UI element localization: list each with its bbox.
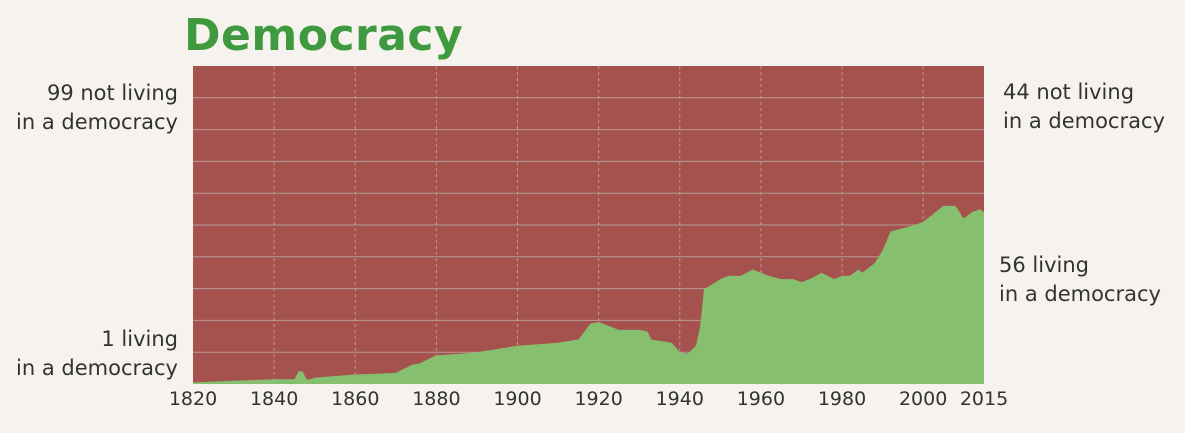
x-tick-label-1860: 1860: [331, 388, 379, 410]
x-tick-label-1880: 1880: [412, 388, 460, 410]
x-tick-label-1980: 1980: [818, 388, 866, 410]
annotation-top-right-line-2: in a democracy: [1003, 109, 1165, 133]
x-tick-label-1840: 1840: [250, 388, 298, 410]
annotation-bottom-left: 1 living in a democracy: [16, 325, 178, 383]
x-tick-label-1820: 1820: [169, 388, 217, 410]
annotation-top-right-line-1: 44 not living: [1003, 80, 1135, 104]
annotation-bottom-left-line-1: 1 living: [101, 327, 178, 351]
x-tick-label-2000: 2000: [899, 388, 947, 410]
chart-title: Democracy: [184, 10, 464, 61]
annotation-top-left-line-1: 99 not living: [46, 81, 178, 105]
annotation-top-left: 99 not living in a democracy: [16, 79, 178, 137]
x-tick-label-2015: 2015: [960, 388, 1008, 410]
x-tick-label-1900: 1900: [493, 388, 541, 410]
annotation-top-left-line-2: in a democracy: [16, 110, 178, 134]
x-tick-label-1920: 1920: [574, 388, 622, 410]
annotation-right-line-1: 56 living: [999, 253, 1089, 277]
annotation-top-right: 44 not living in a democracy: [1003, 78, 1165, 136]
series-living-area: [193, 205, 984, 384]
annotation-bottom-left-line-2: in a democracy: [16, 356, 178, 380]
annotation-right-line-2: in a democracy: [999, 282, 1161, 306]
x-tick-label-1960: 1960: [737, 388, 785, 410]
x-tick-label-1940: 1940: [656, 388, 704, 410]
annotation-right: 56 living in a democracy: [999, 251, 1161, 309]
